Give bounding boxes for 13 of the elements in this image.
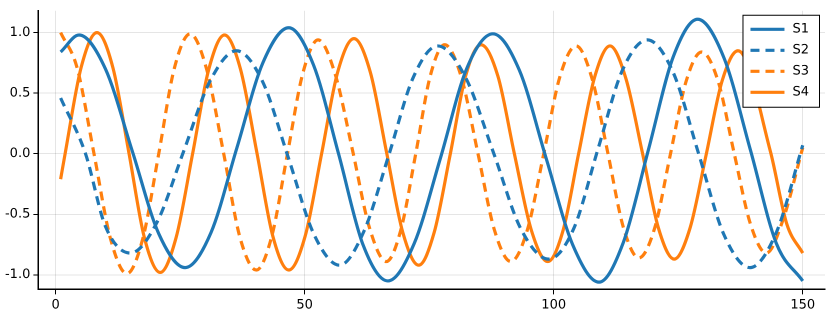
y-tick-label: 0.5 (10, 86, 30, 101)
x-tick-label: 0 (52, 298, 60, 313)
legend-label: S3 (792, 64, 810, 79)
y-tick-label: 0.0 (10, 146, 30, 162)
legend-label: S2 (792, 42, 810, 58)
x-tick-label: 150 (790, 298, 816, 313)
y-tick-label: -0.5 (4, 206, 30, 222)
y-tick-label: -1.0 (4, 267, 30, 282)
x-tick-label: 100 (541, 298, 566, 313)
x-tick-label: 50 (296, 298, 313, 313)
y-tick-label: 1.0 (10, 24, 30, 40)
legend-label: S4 (792, 84, 810, 100)
legend-label: S1 (792, 22, 810, 37)
